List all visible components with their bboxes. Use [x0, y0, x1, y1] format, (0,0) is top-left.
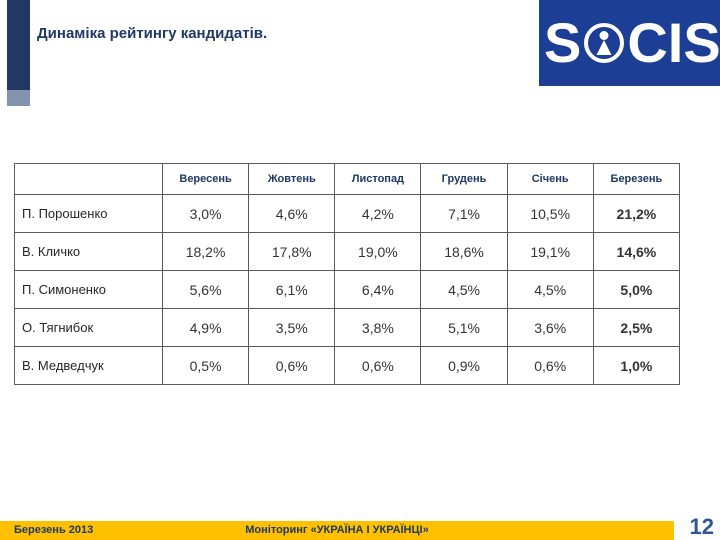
footer-bar: Березень 2013 Моніторинг «УКРАЇНА І УКРА… — [0, 521, 674, 540]
value-cell-latest: 2,5% — [592, 308, 681, 347]
page-number: 12 — [689, 514, 714, 539]
value-cell: 17,8% — [248, 232, 336, 271]
logo-letter-s: S — [544, 11, 582, 74]
value-cell: 10,5% — [506, 194, 594, 233]
value-cell: 3,8% — [334, 308, 422, 347]
candidate-name-cell: П. Порошенко — [14, 194, 163, 233]
value-cell-latest: 5,0% — [592, 270, 681, 309]
value-cell-latest: 21,2% — [592, 194, 681, 233]
value-cell: 4,5% — [420, 270, 508, 309]
value-cell: 0,6% — [248, 346, 336, 385]
table-row: П. Симоненко 5,6% 6,1% 6,4% 4,5% 4,5% 5,… — [14, 270, 681, 309]
slide-title: Динаміка рейтингу кандидатів. — [37, 25, 268, 42]
value-cell: 6,4% — [334, 270, 422, 309]
value-cell-latest: 14,6% — [592, 232, 681, 271]
candidate-name-cell: В. Кличко — [14, 232, 163, 271]
value-cell: 18,2% — [161, 232, 250, 271]
table-header-row: Вересень Жовтень Листопад Грудень Січень… — [14, 163, 681, 195]
logo-letters-cis: CIS — [627, 11, 720, 74]
value-cell: 4,9% — [161, 308, 250, 347]
table-row: В. Кличко 18,2% 17,8% 19,0% 18,6% 19,1% … — [14, 232, 681, 271]
value-cell: 3,6% — [506, 308, 594, 347]
ratings-table: Вересень Жовтень Листопад Грудень Січень… — [14, 163, 681, 385]
value-cell: 19,0% — [334, 232, 422, 271]
table-header-cell: Листопад — [334, 163, 422, 195]
value-cell-latest: 1,0% — [592, 346, 681, 385]
table-row: В. Медведчук 0,5% 0,6% 0,6% 0,9% 0,6% 1,… — [14, 346, 681, 385]
candidate-name-cell: В. Медведчук — [14, 346, 163, 385]
candidate-name-cell: П. Симоненко — [14, 270, 163, 309]
table-header-cell: Вересень — [161, 163, 250, 195]
value-cell: 5,1% — [420, 308, 508, 347]
left-accent-bar-lower — [7, 90, 30, 106]
value-cell: 0,6% — [334, 346, 422, 385]
left-accent-bar — [7, 0, 30, 90]
table-header-cell: Грудень — [420, 163, 508, 195]
footer-monitoring-text: Моніторинг «УКРАЇНА І УКРАЇНЦІ» — [245, 524, 429, 536]
table-row: П. Порошенко 3,0% 4,6% 4,2% 7,1% 10,5% 2… — [14, 194, 681, 233]
value-cell: 3,5% — [248, 308, 336, 347]
table-row: О. Тягнибок 4,9% 3,5% 3,8% 5,1% 3,6% 2,5… — [14, 308, 681, 347]
value-cell: 0,9% — [420, 346, 508, 385]
value-cell: 0,5% — [161, 346, 250, 385]
value-cell: 5,6% — [161, 270, 250, 309]
value-cell: 4,5% — [506, 270, 594, 309]
value-cell: 7,1% — [420, 194, 508, 233]
footer-date: Березень 2013 — [14, 524, 94, 536]
value-cell: 0,6% — [506, 346, 594, 385]
value-cell: 4,2% — [334, 194, 422, 233]
value-cell: 19,1% — [506, 232, 594, 271]
socis-logo: S CIS — [539, 0, 720, 86]
table-header-empty-cell — [14, 163, 163, 195]
socis-person-globe-icon — [582, 21, 626, 65]
value-cell: 3,0% — [161, 194, 250, 233]
value-cell: 18,6% — [420, 232, 508, 271]
table-header-cell: Січень — [506, 163, 594, 195]
candidate-name-cell: О. Тягнибок — [14, 308, 163, 347]
value-cell: 6,1% — [248, 270, 336, 309]
value-cell: 4,6% — [248, 194, 336, 233]
table-header-cell: Жовтень — [248, 163, 336, 195]
table-header-cell: Березень — [592, 163, 681, 195]
